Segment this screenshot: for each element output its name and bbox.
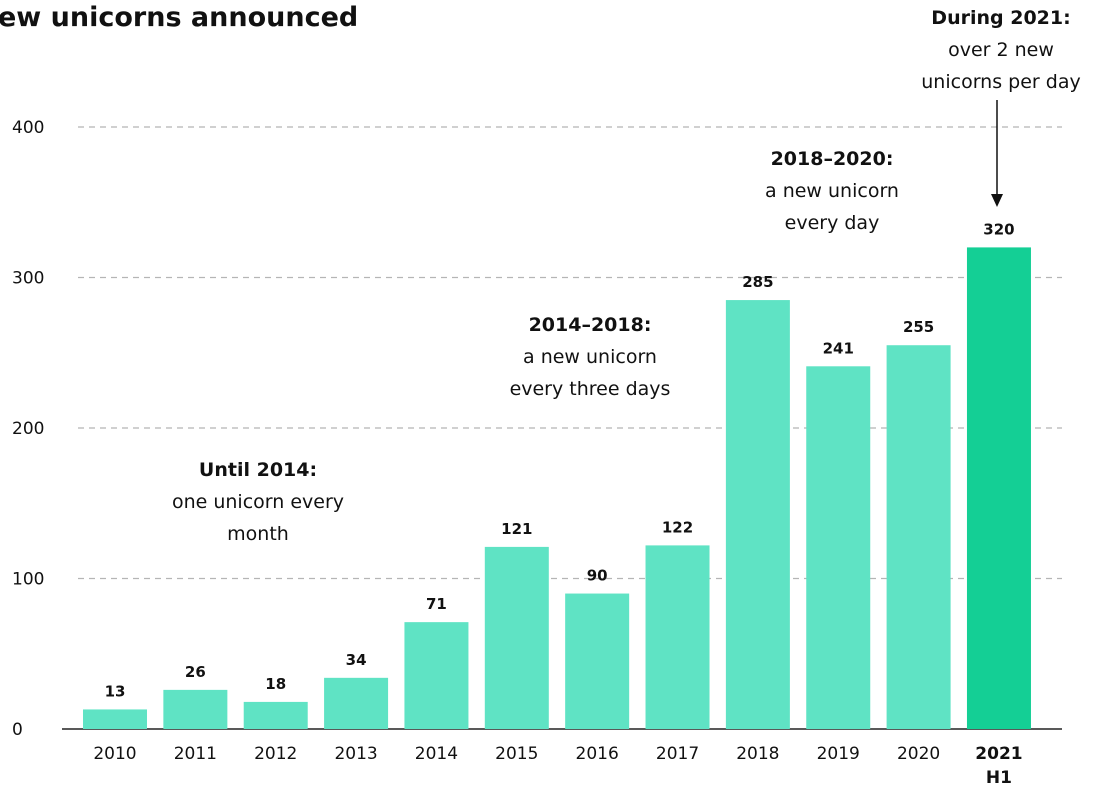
value-label-2011: 26 — [185, 663, 206, 681]
annotations-layer: Until 2014: one unicorn every month 2014… — [172, 7, 1081, 545]
x-tick-label-2015: 2015 — [495, 744, 538, 764]
value-label-2014: 71 — [426, 595, 447, 613]
annotation-2014-2018-line-2: every three days — [510, 378, 671, 400]
annotation-until-2014-line-2: month — [227, 523, 289, 545]
bar-2018 — [725, 300, 790, 729]
annotation-2018-2020-line-2: every day — [785, 212, 880, 234]
labels-layer: 0 100 200 300 400 13 2010 26 2011 18 2012 34 2013 71 2… — [12, 118, 1023, 786]
x-tick-label-2020: 2020 — [897, 744, 940, 764]
annotation-2021-line-1: over 2 new — [948, 39, 1054, 61]
value-label-2021: 320 — [983, 220, 1014, 238]
x-tick-label-2013: 2013 — [334, 744, 377, 764]
chart-title: ew unicorns announced — [0, 2, 358, 33]
bar-2015 — [484, 546, 549, 729]
annotation-2021-line-2: unicorns per day — [921, 71, 1080, 93]
x-tick-label-2014: 2014 — [415, 744, 458, 764]
annotation-2018-2020-line-1: a new unicorn — [765, 180, 899, 202]
value-label-2016: 90 — [587, 567, 608, 585]
bar-2011 — [163, 689, 228, 729]
x-tick-label-2011: 2011 — [174, 744, 217, 764]
value-label-2020: 255 — [903, 318, 934, 336]
bar-2010 — [83, 709, 147, 729]
bar-2016 — [565, 593, 630, 729]
x-tick-sublabel-2021: H1 — [986, 768, 1012, 786]
value-label-2017: 122 — [662, 518, 693, 536]
annotation-until-2014-line-1: one unicorn every — [172, 491, 344, 513]
x-tick-label-2012: 2012 — [254, 744, 297, 764]
value-label-2013: 34 — [346, 651, 367, 669]
bar-2014 — [404, 622, 469, 729]
x-tick-label-2010: 2010 — [93, 744, 136, 764]
x-tick-label-2021: 2021 — [975, 744, 1022, 764]
y-tick-label-400: 400 — [12, 118, 44, 138]
annotation-2014-2018-heading: 2014–2018: — [529, 314, 652, 336]
x-tick-label-2018: 2018 — [736, 744, 779, 764]
value-label-2010: 13 — [105, 682, 126, 700]
annotation-2021-arrowhead-icon — [991, 194, 1003, 207]
value-label-2019: 241 — [823, 339, 854, 357]
bars-layer — [83, 247, 1031, 729]
bar-2019 — [806, 366, 871, 729]
annotation-2018-2020-heading: 2018–2020: — [771, 148, 894, 170]
bar-2020 — [886, 345, 951, 729]
y-tick-label-200: 200 — [12, 419, 44, 439]
x-tick-label-2017: 2017 — [656, 744, 699, 764]
bar-2013 — [324, 677, 389, 729]
value-label-2012: 18 — [265, 675, 286, 693]
bar-2021 — [966, 247, 1031, 729]
x-tick-label-2016: 2016 — [576, 744, 619, 764]
value-label-2015: 121 — [501, 520, 532, 538]
bar-2017 — [645, 545, 710, 729]
annotation-until-2014-heading: Until 2014: — [199, 459, 317, 481]
x-tick-label-2019: 2019 — [817, 744, 860, 764]
y-tick-label-100: 100 — [12, 570, 44, 590]
annotation-2014-2018-line-1: a new unicorn — [523, 346, 657, 368]
bar-2012 — [243, 701, 308, 729]
annotation-2021-heading: During 2021: — [931, 7, 1070, 29]
value-label-2018: 285 — [742, 273, 773, 291]
y-tick-label-0: 0 — [12, 720, 23, 740]
y-tick-label-300: 300 — [12, 269, 44, 289]
